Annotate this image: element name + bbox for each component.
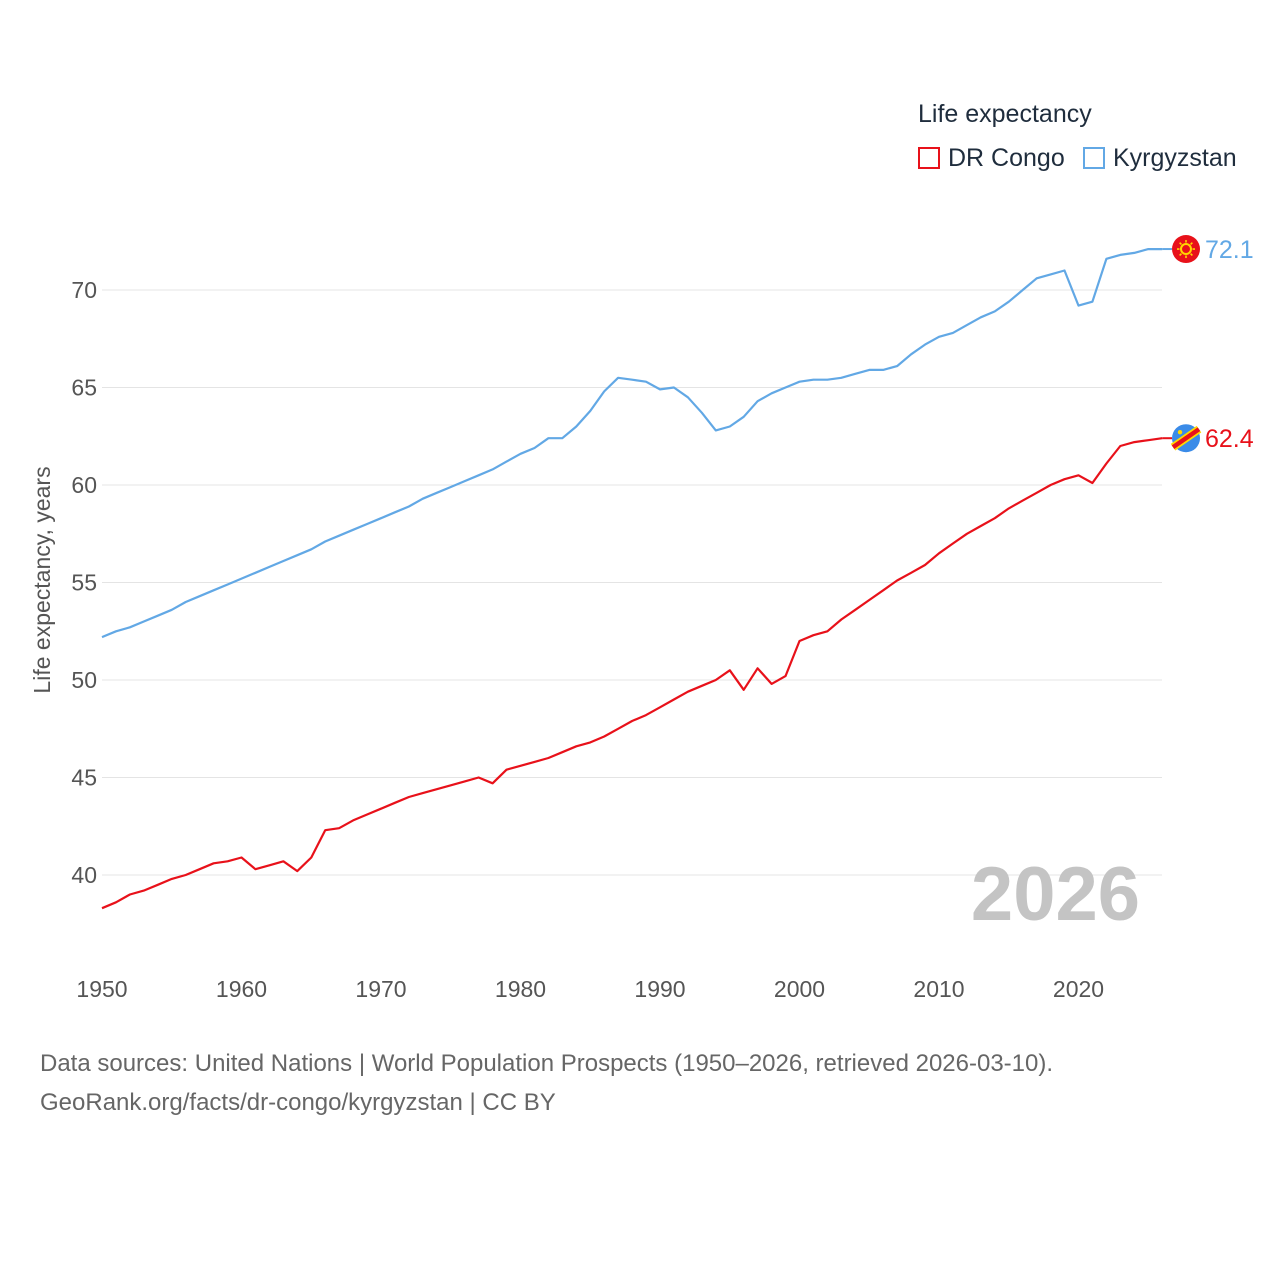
series-line-kyrgyzstan xyxy=(101,248,1163,639)
y-tick-label-70: 70 xyxy=(71,277,97,303)
gridlines xyxy=(102,289,1162,876)
flag-kyrgyzstan-sun xyxy=(1180,243,1192,256)
series-line-dr-congo xyxy=(101,437,1163,910)
y-tick-label-60: 60 xyxy=(71,472,97,498)
flag-kyrgyzstan-ray xyxy=(1190,253,1193,256)
legend-title: Life expectancy xyxy=(918,100,1092,128)
legend-item-kyrgyzstan[interactable]: Kyrgyzstan xyxy=(1083,143,1237,173)
y-tick-label-55: 55 xyxy=(71,570,97,596)
x-tick-label-1990: 1990 xyxy=(634,976,685,1002)
flag-kyrgyzstan-ray xyxy=(1190,242,1193,246)
flag-marker-kyrgyzstan xyxy=(1172,235,1200,264)
x-axis-ticks: 1950 1960 1970 1980 1990 2000 2010 2020 xyxy=(76,976,1104,1002)
end-value-label-kyrgyzstan: 72.1 xyxy=(1205,236,1254,264)
legend-label-kyrgyzstan: Kyrgyzstan xyxy=(1113,143,1237,172)
x-tick-label-2020: 2020 xyxy=(1053,976,1104,1002)
x-tick-label-2000: 2000 xyxy=(774,976,825,1002)
y-tick-label-50: 50 xyxy=(71,667,97,693)
legend-label-dr-congo: DR Congo xyxy=(948,143,1065,172)
legend-item-dr-congo[interactable]: DR Congo xyxy=(918,143,1065,173)
y-tick-label-45: 45 xyxy=(71,765,97,791)
data-sources: Data sources: United Nations | World Pop… xyxy=(40,1044,1053,1122)
x-tick-label-2010: 2010 xyxy=(913,976,964,1002)
flag-kyrgyzstan-bg xyxy=(1172,235,1200,264)
legend-swatch-kyrgyzstan xyxy=(1083,147,1105,169)
series-lines xyxy=(101,248,1163,910)
flag-drc-star xyxy=(1177,430,1183,435)
flag-marker-dr-congo xyxy=(1170,424,1202,453)
flag-kyrgyzstan-ray xyxy=(1179,253,1182,256)
legend-swatch-dr-congo xyxy=(918,147,940,169)
y-axis-ticks: 40 45 50 55 60 65 70 xyxy=(71,277,97,888)
year-watermark: 2026 xyxy=(971,852,1140,937)
end-markers: 62.4 72.1 xyxy=(1162,235,1254,453)
y-axis-title: Life expectancy, years xyxy=(29,466,55,693)
x-tick-label-1950: 1950 xyxy=(76,976,127,1002)
end-value-label-dr-congo: 62.4 xyxy=(1205,425,1254,453)
x-tick-label-1960: 1960 xyxy=(216,976,267,1002)
x-tick-label-1970: 1970 xyxy=(355,976,406,1002)
x-tick-label-1980: 1980 xyxy=(495,976,546,1002)
y-tick-label-65: 65 xyxy=(71,375,97,401)
sources-link[interactable]: GeoRank.org/facts/dr-congo/kyrgyzstan | … xyxy=(40,1089,556,1116)
sources-line-1: Data sources: United Nations | World Pop… xyxy=(40,1050,1054,1077)
flag-drc-band-red xyxy=(1171,427,1201,450)
flag-kyrgyzstan-ray xyxy=(1179,242,1182,246)
y-tick-label-40: 40 xyxy=(71,862,97,888)
